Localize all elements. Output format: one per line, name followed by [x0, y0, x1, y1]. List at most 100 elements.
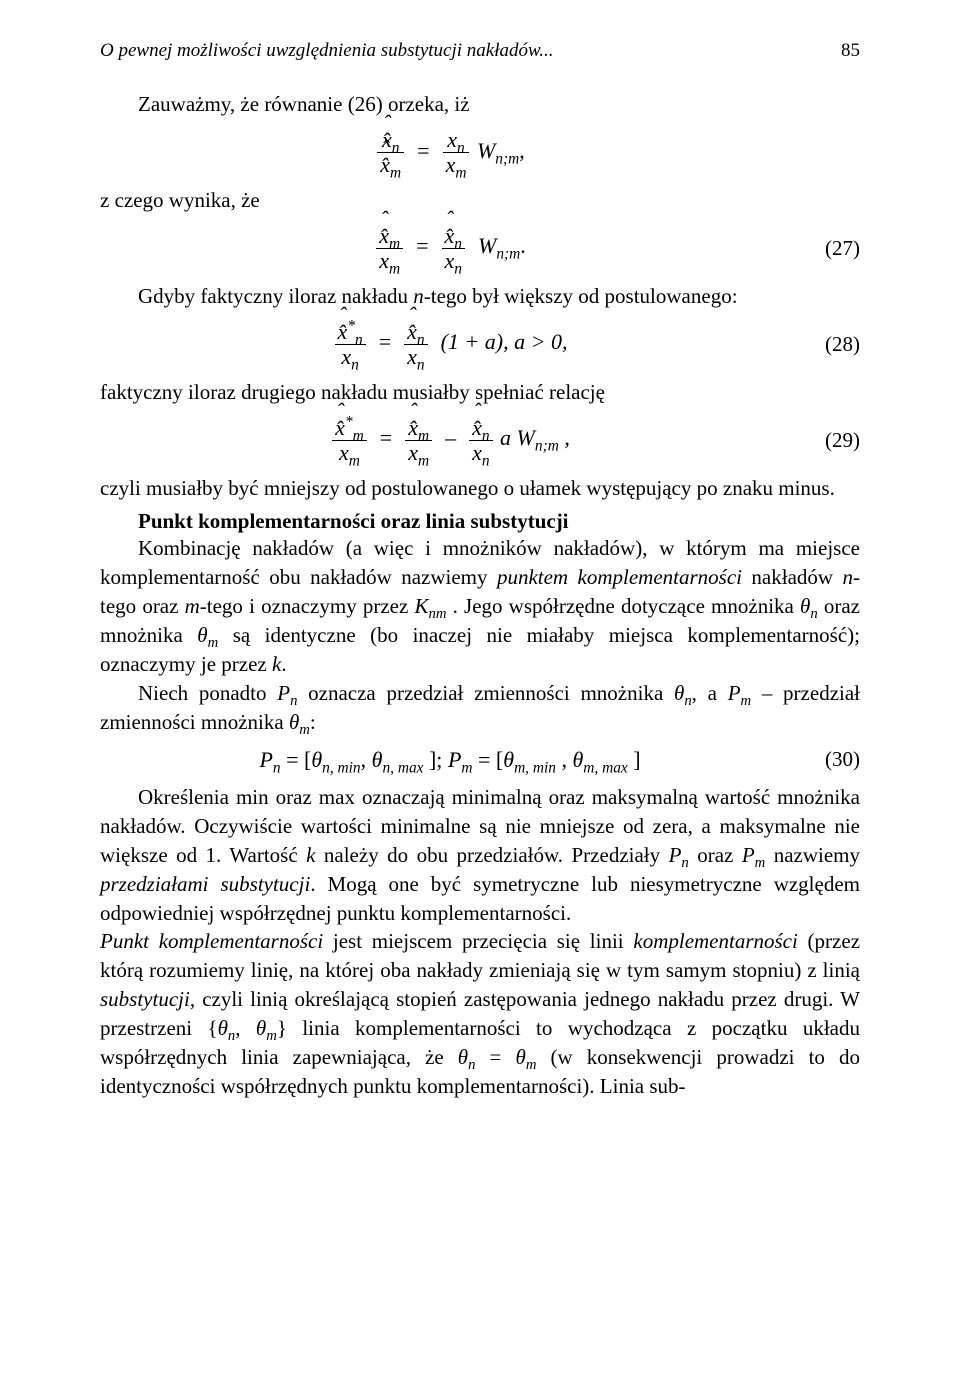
- equation-30-body: Pn = [θn, min, θn, max ]; Pm = [θm, min …: [100, 747, 800, 773]
- eq27-dot: .: [520, 233, 526, 258]
- eq30-eq1: = [: [281, 747, 312, 772]
- p9-i: θ: [256, 1016, 266, 1040]
- eq29-t2-den-sub: m: [418, 452, 429, 469]
- p7-d-sub: n: [684, 693, 691, 709]
- p7-e: , a: [692, 681, 728, 705]
- page-number: 85: [841, 40, 860, 62]
- eq28-num: (28): [800, 332, 860, 357]
- p9-h: ,: [235, 1016, 256, 1040]
- p7-d: θ: [674, 681, 684, 705]
- eq26a-rhs-num: x: [447, 127, 457, 152]
- equation-27: x̂m xm = x̂n xn Wn;m. (27): [100, 225, 860, 272]
- eq27-rhs-num: x̂: [445, 223, 455, 248]
- p8-h: przedziałami substytucji: [100, 872, 310, 896]
- eq30-thn2: θ: [372, 747, 383, 772]
- eq29-t3-den: x: [472, 440, 482, 465]
- eq30-thm-sub1: m, min: [514, 759, 556, 776]
- p7-h-sub: m: [299, 722, 310, 738]
- equation-27-body: x̂m xm = x̂n xn Wn;m.: [100, 225, 800, 272]
- p8-c: należy do obu przedziałów. Przedziały: [315, 843, 668, 867]
- equation-28-body: x̂*n xn = x̂n xn (1 + a), a > 0,: [100, 321, 800, 368]
- p7-f: P: [728, 681, 741, 705]
- running-head: O pewnej możliwości uwzględnienia substy…: [100, 40, 860, 62]
- p6-b: punktem komplementarności: [497, 565, 742, 589]
- p9-b: jest miejscem przecięcia się linii: [323, 929, 633, 953]
- p9-g: θ: [218, 1016, 228, 1040]
- eq30-close1: ];: [423, 747, 447, 772]
- eq29-a: a: [500, 425, 511, 450]
- page-container: O pewnej możliwości uwzględnienia substy…: [0, 0, 960, 1141]
- eq29-t3-den-sub: n: [482, 452, 490, 469]
- p7-f-sub: m: [741, 693, 752, 709]
- p6-j: θ: [800, 594, 810, 618]
- eq28-tail: (1 + a), a > 0,: [441, 329, 568, 354]
- p3-post: -tego był większy od postulowanego:: [424, 284, 738, 308]
- p9-a: Punkt komplementarności: [100, 929, 323, 953]
- eq29-t2-den: x: [408, 440, 418, 465]
- eq27-lhs-num: x̂: [379, 223, 389, 248]
- p6-o: .: [281, 652, 286, 676]
- p6-l-sub: m: [208, 635, 219, 651]
- p7-a: Niech ponadto: [138, 681, 277, 705]
- p9-l: =: [475, 1045, 515, 1069]
- p7-b: P: [277, 681, 290, 705]
- eq30-c2: ,: [556, 747, 573, 772]
- eq29-W: W: [517, 425, 535, 450]
- p9-m: θ: [516, 1045, 526, 1069]
- eq27-lhs-den: x: [379, 248, 389, 273]
- p6-l: θ: [197, 623, 207, 647]
- p6-c: nakładów: [742, 565, 843, 589]
- p6-i: . Jego współrzędne dotyczące mnożnika: [446, 594, 800, 618]
- para-3: Gdyby faktyczny iloraz nakładu n-tego by…: [100, 282, 860, 311]
- para-8: Określenia min oraz max oznaczają minima…: [100, 783, 860, 928]
- eq26a-lhs-den: x̂: [380, 152, 390, 177]
- p8-g: nazwiemy: [765, 843, 860, 867]
- eq30-thm-sub2: m, max: [583, 759, 627, 776]
- p6-g: -tego i oznaczymy przez: [200, 594, 415, 618]
- p8-d-sub: n: [681, 855, 688, 871]
- p3-pre: Gdyby faktyczny iloraz nakładu: [138, 284, 413, 308]
- eq30-Pm: P: [448, 747, 461, 772]
- eq30-num: (30): [800, 747, 860, 772]
- eq29-t2-num: x̂: [408, 415, 418, 440]
- eq29-t1-den-sub: m: [349, 452, 360, 469]
- eq29-t1-num: x̂: [335, 415, 345, 440]
- equation-30: Pn = [θn, min, θn, max ]; Pm = [θm, min …: [100, 747, 860, 773]
- eq30-thm1: θ: [503, 747, 514, 772]
- para-9: Punkt komplementarności jest miejscem pr…: [100, 927, 860, 1101]
- p8-d: P: [669, 843, 682, 867]
- eq29-t3-num: x̂: [472, 415, 482, 440]
- eq30-Pn-sub: n: [273, 759, 281, 776]
- eq28-rhs-den: x: [407, 344, 417, 369]
- p6-j-sub: n: [810, 606, 817, 622]
- eq29-W-sub: n;m: [535, 438, 559, 455]
- eq30-Pm-sub: m: [461, 759, 472, 776]
- p6-f: m: [185, 594, 200, 618]
- para-2: z czego wynika, że: [100, 186, 860, 215]
- p9-c: komplementarności: [633, 929, 797, 953]
- eq28-lhs-num: x̂: [338, 319, 348, 344]
- equation-28: x̂*n xn = x̂n xn (1 + a), a > 0, (28): [100, 321, 860, 368]
- eq26a-rhs-den: x: [446, 152, 456, 177]
- p6-n: k: [272, 652, 281, 676]
- p9-e: substytucji: [100, 987, 190, 1011]
- equation-29: x̂*m xm = x̂m xm – x̂n xn a Wn;m , (29): [100, 417, 860, 464]
- eq26a-tail: W: [477, 138, 495, 163]
- eq27-tail-sub: n;m: [496, 246, 520, 263]
- para-6: Kombinację nakładów (a więc i mnożników …: [100, 534, 860, 679]
- eq30-c1: ,: [361, 747, 372, 772]
- running-head-left: O pewnej możliwości uwzględnienia substy…: [100, 40, 554, 62]
- eq29-t1-den: x: [339, 440, 349, 465]
- eq30-thn-sub2: n, max: [382, 759, 423, 776]
- eq30-close2: ]: [628, 747, 641, 772]
- eq28-rhs-num: x̂: [407, 319, 417, 344]
- eq30-thn1: θ: [311, 747, 322, 772]
- eq30-thm2: θ: [572, 747, 583, 772]
- eq26a-tail-sub: n;m: [495, 150, 519, 167]
- p8-f: P: [742, 843, 755, 867]
- eq27-rhs-den: x: [445, 248, 455, 273]
- eq28-lhs-den: x: [341, 344, 351, 369]
- eq29-num: (29): [800, 428, 860, 453]
- eq27-num: (27): [800, 236, 860, 261]
- para-intro-1: Zauważmy, że równanie (26) orzeka, iż: [100, 90, 860, 119]
